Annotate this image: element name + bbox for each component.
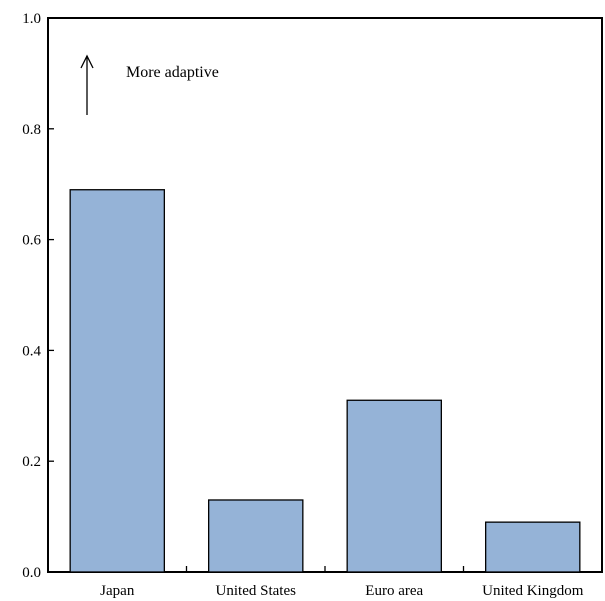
x-axis-ticks: Japan United States Euro area United Kingdo… xyxy=(100,566,584,599)
y-axis-ticks: 0.0 0.2 0.4 0.6 0.8 1.0 xyxy=(22,11,54,581)
y-tick-label: 0.4 xyxy=(22,343,41,359)
x-category-label: Euro area xyxy=(365,583,423,599)
x-category-label: United States xyxy=(216,583,297,599)
bars-group xyxy=(69,189,581,573)
bar-united-states xyxy=(208,499,304,573)
x-category-label: United Kingdom xyxy=(482,583,584,599)
bar-united-kingdom xyxy=(485,521,581,573)
y-tick-label: 0.0 xyxy=(22,565,41,581)
x-category-label: Japan xyxy=(100,583,135,599)
arrow-head xyxy=(80,54,94,69)
bar-japan xyxy=(69,189,165,573)
y-tick-label: 0.8 xyxy=(22,122,41,138)
y-tick-label: 0.6 xyxy=(22,233,41,249)
annotation-label: More adaptive xyxy=(126,64,219,81)
more-adaptive-annotation: More adaptive xyxy=(80,54,219,115)
bar-euro-area xyxy=(346,399,442,573)
y-tick-label: 0.2 xyxy=(22,454,41,470)
y-tick-label: 1.0 xyxy=(22,11,41,27)
